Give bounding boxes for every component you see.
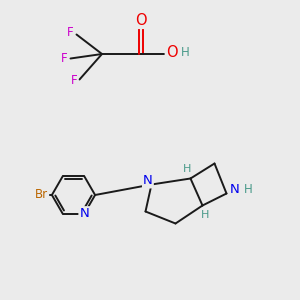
- Text: N: N: [230, 183, 240, 196]
- Text: F: F: [67, 26, 73, 40]
- Text: O: O: [166, 45, 177, 60]
- Text: H: H: [183, 164, 192, 175]
- Text: Br: Br: [35, 188, 48, 202]
- Text: H: H: [244, 183, 253, 196]
- Text: N: N: [143, 174, 153, 188]
- Text: H: H: [181, 46, 190, 59]
- Text: F: F: [61, 52, 67, 65]
- Text: O: O: [135, 13, 147, 28]
- Text: H: H: [201, 209, 209, 220]
- Text: F: F: [71, 74, 77, 88]
- Text: N: N: [80, 207, 89, 220]
